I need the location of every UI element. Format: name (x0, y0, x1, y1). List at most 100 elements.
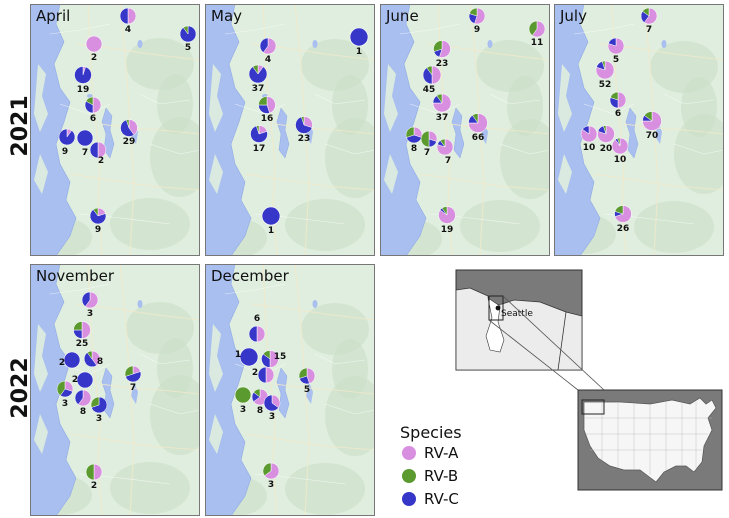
pie-june-site-2-slice-rv-b (528, 20, 538, 36)
pie-november-site-1-slice-rv-a (84, 291, 99, 309)
species-legend: Species RV-A RV-B RV-C (400, 423, 462, 508)
count-label-june-site-7: 8 (411, 144, 417, 154)
count-label-may-site-6: 17 (253, 144, 266, 154)
count-label-april-site-8: 7 (82, 148, 88, 158)
pie-april-site-9-slice-rv-c (89, 141, 99, 159)
pie-april-site-9-slice-rv-a (97, 141, 107, 159)
pie-july-site-6-slice-rv-c (582, 125, 590, 135)
pie-june-site-4-slice-rv-a (431, 65, 442, 85)
pie-july-site-4-slice-rv-b (610, 91, 619, 101)
pie-november-site-2-slice-rv-a (81, 321, 91, 339)
count-label-april-site-4: 19 (77, 85, 90, 95)
count-label-april-site-1: 4 (125, 25, 131, 35)
pie-december-site-5 (257, 366, 275, 384)
pie-december-site-9-slice-rv-b (262, 462, 272, 477)
pie-may-site-4-slice-rv-b (258, 96, 268, 106)
pie-december-site-3 (261, 350, 279, 368)
pie-november-site-7-slice-rv-b (56, 380, 66, 396)
pie-december-site-3-slice-rv-b (262, 350, 271, 360)
pie-june-site-4 (422, 65, 442, 85)
count-label-may-site-4: 16 (261, 114, 274, 124)
legend-label-rv-b: RV-B (424, 467, 458, 485)
count-label-april-site-9: 2 (98, 156, 104, 166)
count-label-november-site-2: 25 (76, 339, 89, 349)
pie-november-site-10 (85, 463, 103, 481)
count-label-june-site-8: 7 (424, 148, 430, 158)
pie-november-site-9 (90, 396, 108, 414)
pie-december-site-9 (262, 462, 280, 480)
count-label-july-site-1: 7 (646, 25, 652, 35)
legend-swatch-rv-b (402, 469, 416, 483)
pie-june-site-8-slice-rv-b (420, 130, 430, 148)
pie-april-site-5-slice-rv-b (85, 96, 94, 106)
pie-may-site-3-slice-rv-b (252, 64, 259, 75)
pie-may-site-6-slice-rv-b (256, 125, 260, 135)
pie-november-site-4-slice-rv-c (83, 352, 98, 368)
pie-november-site-4-slice-rv-b (86, 350, 93, 360)
pie-july-site-6 (580, 125, 598, 143)
pie-may-site-5-slice-rv-b (301, 116, 305, 126)
pie-may-site-6 (250, 125, 268, 143)
pie-april-site-1-slice-rv-a (127, 7, 137, 25)
pie-june-site-5 (432, 93, 452, 113)
count-label-december-site-8: 3 (269, 412, 275, 422)
count-label-may-site-5: 23 (298, 134, 311, 144)
count-label-april-site-3: 2 (91, 53, 97, 63)
pie-june-site-2-slice-rv-a (531, 20, 546, 38)
panel-title-june: June (385, 7, 419, 25)
panel-title-december: December (211, 267, 290, 285)
count-label-june-site-4: 45 (423, 85, 436, 95)
pie-april-site-8 (76, 129, 94, 147)
count-label-december-site-5: 2 (252, 368, 258, 378)
pie-may-site-2-slice-rv-a (262, 37, 277, 55)
pie-may-site-1 (349, 27, 369, 47)
pie-december-site-3-slice-rv-a (269, 350, 279, 368)
pie-may-site-5 (295, 116, 313, 134)
pie-july-site-4 (609, 91, 627, 109)
pie-july-site-1-slice-rv-a (643, 7, 658, 25)
pie-december-site-6-slice-rv-b (234, 386, 252, 404)
pie-november-site-4-slice-rv-a (91, 350, 101, 366)
count-label-december-site-4: 5 (304, 385, 310, 395)
pie-april-site-7 (58, 128, 76, 146)
pie-november-site-8-slice-rv-c (74, 389, 84, 405)
count-label-july-site-4: 6 (615, 109, 621, 119)
panel-title-april: April (36, 7, 70, 25)
pie-december-site-2-slice-rv-c (239, 347, 259, 367)
inset-locator-maps: Seattle (455, 269, 723, 491)
count-label-november-site-9: 3 (96, 414, 102, 424)
pie-april-site-4 (74, 66, 92, 84)
pie-december-site-9-slice-rv-a (264, 462, 280, 480)
pie-may-site-4-slice-rv-a (266, 96, 276, 114)
pie-july-site-1-slice-rv-b (642, 7, 650, 17)
legend-swatch-rv-a (402, 446, 416, 460)
pie-may-site-4 (258, 96, 276, 114)
pie-april-site-8-slice-rv-c (76, 129, 94, 147)
pie-november-site-5 (76, 371, 94, 389)
pie-november-site-6-slice-rv-c (125, 371, 142, 383)
pie-april-site-9 (89, 141, 107, 159)
count-label-april-site-7: 9 (62, 147, 68, 157)
legend-label-rv-a: RV-A (424, 444, 459, 462)
count-label-july-site-5: 70 (646, 131, 659, 141)
inset-focus-box-washington (581, 399, 605, 415)
pie-april-site-6 (120, 119, 138, 137)
count-label-december-site-3: 15 (274, 352, 287, 362)
pie-july-site-7-slice-rv-b (603, 125, 607, 135)
pie-april-site-3 (85, 35, 103, 53)
pie-april-site-3-slice-rv-a (85, 35, 103, 53)
count-label-november-site-4: 8 (97, 357, 103, 367)
pie-december-site-2 (239, 347, 259, 367)
pie-june-site-1 (468, 7, 486, 25)
pie-june-site-4-slice-rv-c (422, 67, 433, 85)
pie-november-site-1-slice-rv-c (81, 291, 91, 307)
pie-november-site-4 (83, 350, 101, 368)
count-label-april-site-10: 9 (95, 225, 101, 235)
pie-june-site-3-slice-rv-b (433, 40, 443, 52)
count-label-july-site-7: 20 (600, 144, 613, 154)
pie-may-site-3 (248, 64, 268, 84)
pie-november-site-8 (74, 389, 92, 407)
